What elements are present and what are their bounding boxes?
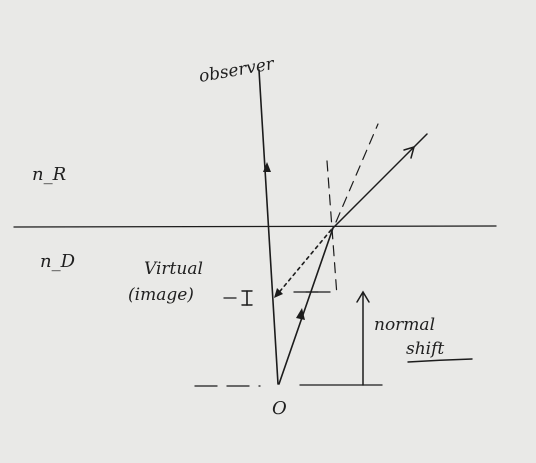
upward-arrow-icon [263, 162, 271, 172]
medium-rarer-label: n_R [32, 164, 66, 185]
normal-dashed [326, 160, 338, 297]
virtual-arrow-icon [274, 288, 283, 298]
shift-arrow-head-icon [356, 290, 370, 303]
image-point-label: I [239, 303, 241, 305]
normal-label: normal [374, 315, 435, 335]
image-label: (image) [128, 285, 194, 305]
image-point-marker [223, 290, 253, 306]
refracted-ray [332, 133, 428, 229]
incident-arrow-icon [296, 308, 305, 320]
shift-underline [407, 358, 473, 363]
virtual-label: Virtual [144, 259, 203, 279]
shift-label: shift [406, 339, 444, 359]
object-point-label: O [272, 398, 287, 419]
medium-denser-label: n_D [40, 251, 76, 272]
extension-dashed-up [335, 123, 379, 223]
observer-label: observer [197, 54, 276, 87]
incident-ray [278, 227, 334, 385]
interface-line [13, 225, 497, 228]
vertical-ray [258, 69, 279, 385]
refracted-arrow-icon [403, 145, 416, 159]
virtual-ray-dotted [275, 229, 332, 297]
